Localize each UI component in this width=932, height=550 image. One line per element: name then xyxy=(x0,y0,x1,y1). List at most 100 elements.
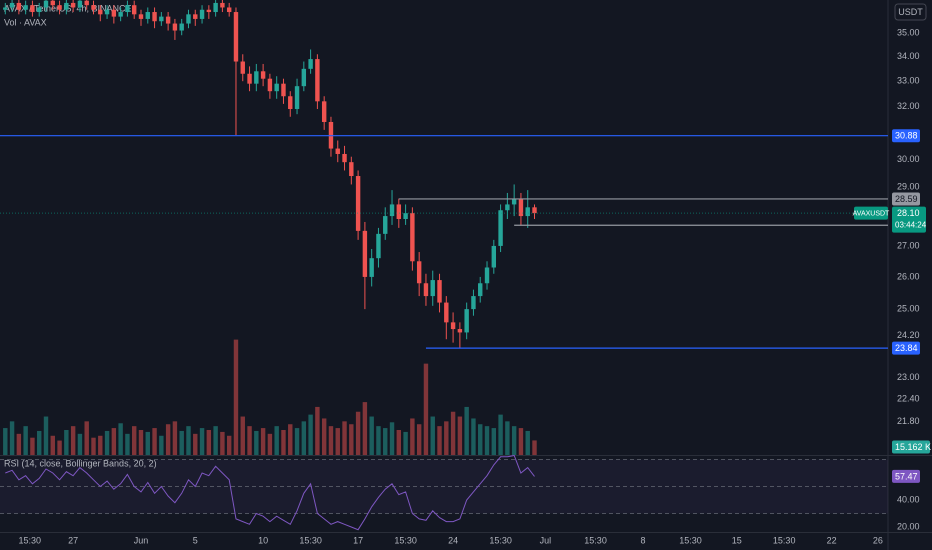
volume-bar xyxy=(288,424,293,455)
volume-legend: Vol · AVAX xyxy=(4,17,47,27)
candle-body xyxy=(152,12,157,22)
candle-body xyxy=(281,83,286,97)
volume-bar xyxy=(57,440,62,455)
volume-bar xyxy=(525,430,530,455)
volume-bar xyxy=(165,424,171,455)
volume-bar xyxy=(213,426,218,455)
y-tick-label: 22.40 xyxy=(897,394,920,404)
candle-body xyxy=(57,5,62,10)
candle-body xyxy=(125,5,130,13)
candle-body xyxy=(240,61,245,74)
x-tick-label: 15:30 xyxy=(489,535,512,545)
candle-body xyxy=(362,230,368,277)
candle-body xyxy=(226,7,232,13)
candle-body xyxy=(383,216,388,234)
candle-body xyxy=(77,0,83,8)
candle-body xyxy=(457,329,463,333)
volume-bar xyxy=(138,430,144,455)
x-tick-label: 5 xyxy=(193,535,198,545)
volume-bar xyxy=(247,426,252,455)
volume-bar xyxy=(267,433,273,455)
volume-bar xyxy=(349,424,354,455)
volume-bar xyxy=(226,435,232,455)
volume-bar xyxy=(152,428,157,455)
currency-button[interactable] xyxy=(894,3,927,21)
volume-bar xyxy=(23,426,28,455)
volume-bar xyxy=(125,433,130,455)
volume-bar xyxy=(64,430,69,455)
volume-bar xyxy=(471,418,476,455)
volume-bar xyxy=(301,421,307,455)
rsi-tag xyxy=(892,469,920,483)
volume-bar xyxy=(220,431,225,455)
candle-body xyxy=(321,101,327,122)
volume-bar xyxy=(179,430,184,455)
level-tag xyxy=(892,341,920,355)
x-tick-label: 15:30 xyxy=(584,535,607,545)
candle-body xyxy=(389,204,395,217)
volume-bar xyxy=(328,426,334,455)
volume-bar xyxy=(511,426,517,455)
volume-bar xyxy=(342,421,347,455)
candle-body xyxy=(131,5,137,15)
candle-body xyxy=(247,73,252,84)
x-tick-label: 15:30 xyxy=(394,535,417,545)
candle-body xyxy=(505,204,510,211)
candle-body xyxy=(70,2,76,8)
volume-bar xyxy=(369,416,374,455)
candle-body xyxy=(525,207,530,217)
x-tick-label: Jul xyxy=(540,535,552,545)
candle-body xyxy=(369,258,374,277)
level-tag-label: 30.88 xyxy=(895,131,918,141)
volume-bar xyxy=(389,422,395,455)
candle-body xyxy=(349,162,354,177)
candle-body xyxy=(294,86,300,110)
volume-bar xyxy=(315,406,320,455)
volume-bar xyxy=(376,426,381,455)
candle-body xyxy=(30,5,35,13)
rsi-line xyxy=(5,454,535,531)
volume-bar xyxy=(91,437,96,455)
x-tick-label: 24 xyxy=(448,535,458,545)
volume-bar xyxy=(172,421,178,455)
y-tick-label: 23.00 xyxy=(897,372,920,382)
candle-body xyxy=(511,198,517,205)
candle-body xyxy=(179,23,184,31)
volume-bar xyxy=(410,418,415,455)
candle-body xyxy=(233,12,239,62)
y-tick-label: 35.00 xyxy=(897,27,920,37)
candle-body xyxy=(437,280,442,303)
candle-body xyxy=(23,5,28,10)
candle-body xyxy=(410,213,415,262)
volume-bar xyxy=(145,431,150,455)
candle-body xyxy=(450,322,456,330)
volume-bar xyxy=(50,435,55,455)
candle-body xyxy=(416,261,422,284)
candle-body xyxy=(43,0,49,8)
y-tick-label: 24.20 xyxy=(897,330,920,340)
candle-body xyxy=(172,23,178,31)
candle-body xyxy=(165,16,171,24)
rsi-tick-label: 20.00 xyxy=(897,521,920,531)
candle-body xyxy=(376,233,381,259)
volume-bar xyxy=(254,430,259,455)
candle-body xyxy=(403,213,408,220)
volume-bar xyxy=(77,433,83,455)
volume-bar xyxy=(104,430,110,455)
volume-bar xyxy=(416,424,422,455)
volume-bar xyxy=(186,426,191,455)
y-tick-label: 27.00 xyxy=(897,240,920,250)
volume-bar xyxy=(111,428,117,455)
currency-label[interactable]: USDT xyxy=(898,7,923,17)
candle-body xyxy=(9,2,15,8)
candle-body xyxy=(37,7,42,13)
candle-body xyxy=(50,0,55,6)
y-tick-label: 26.00 xyxy=(897,271,920,281)
volume-bar xyxy=(355,411,361,455)
volume-bar xyxy=(131,426,137,455)
x-tick-label: 27 xyxy=(68,535,78,545)
volume-bar xyxy=(294,428,300,455)
